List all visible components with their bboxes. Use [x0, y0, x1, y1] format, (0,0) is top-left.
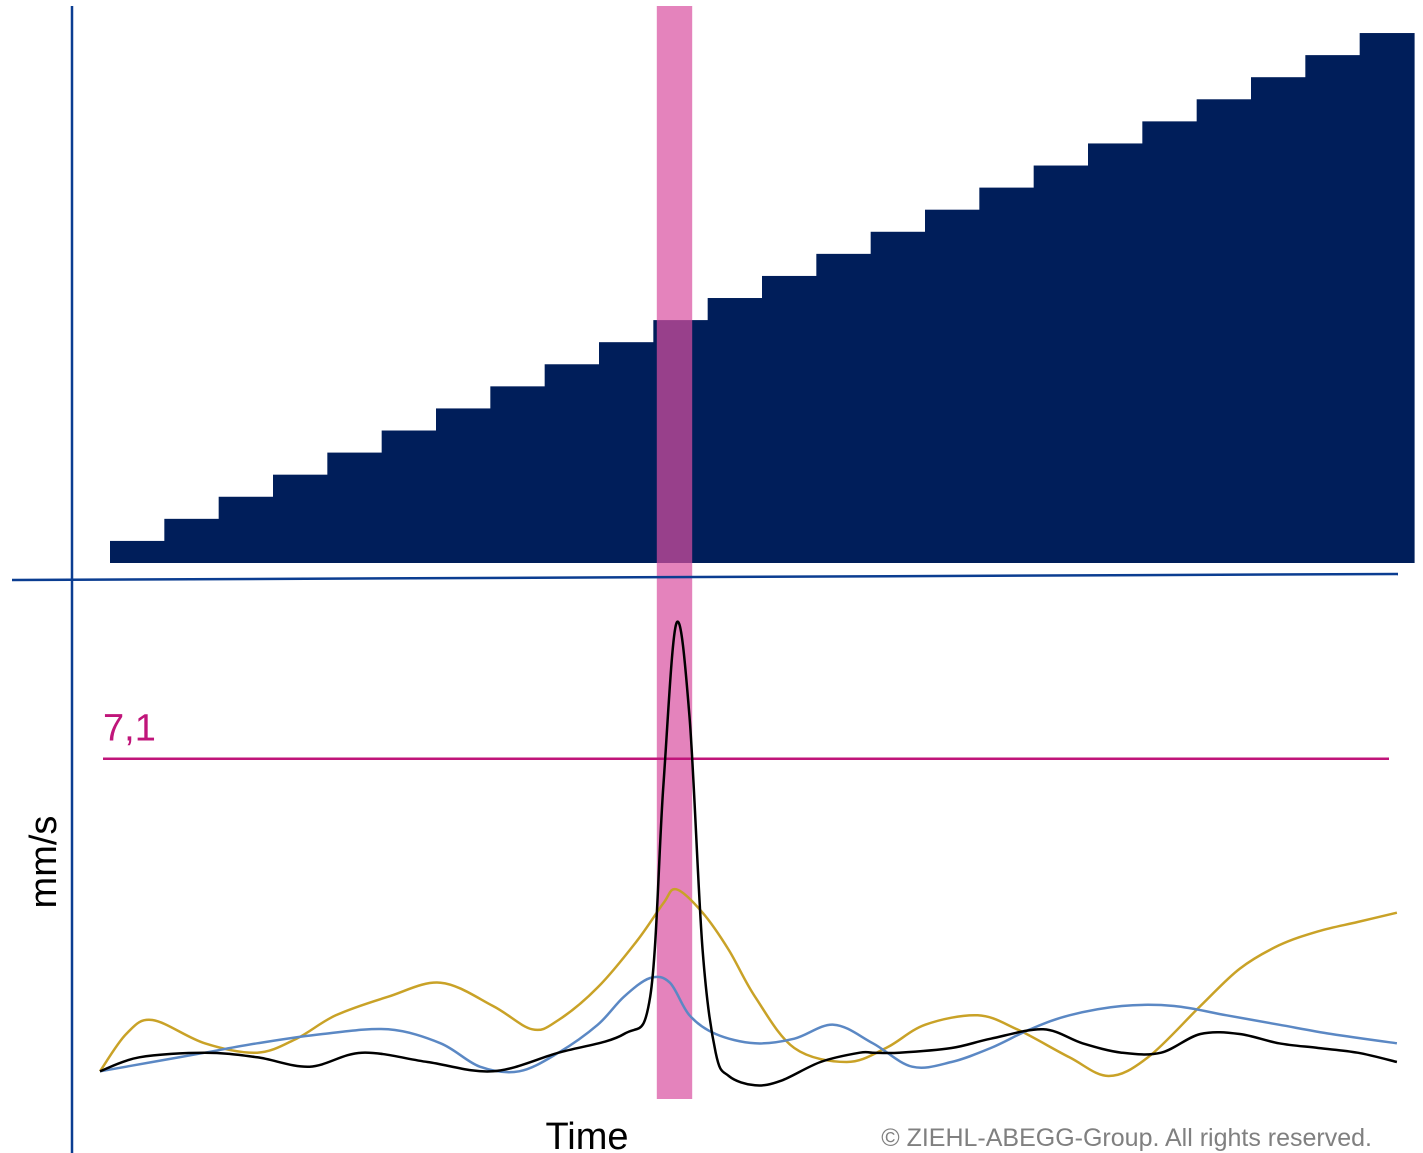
step-bar-12: [707, 298, 763, 563]
threshold-label: 7,1: [103, 708, 156, 750]
step-bar-6: [381, 430, 437, 563]
series-lines: [98, 620, 1398, 1087]
step-bar-4: [273, 474, 328, 563]
step-bar-13: [762, 275, 817, 563]
step-bar-2: [164, 518, 220, 563]
step-bar-18: [1033, 165, 1089, 563]
step-bar-1: [110, 540, 165, 563]
step-bar-15: [870, 231, 926, 563]
step-bar-9: [544, 364, 600, 563]
step-bar-24: [1359, 33, 1415, 564]
step-bar-19: [1088, 143, 1143, 563]
step-bar-7: [436, 408, 491, 563]
series-line-blue: [99, 975, 1398, 1074]
step-bar-23: [1305, 55, 1361, 564]
step-bar-17: [979, 187, 1035, 564]
step-bar-14: [816, 253, 872, 564]
highlight-band: [656, 6, 693, 1099]
series-line-gold: [98, 887, 1398, 1078]
step-bar-10: [599, 342, 654, 563]
y-axis-label: mm/s: [23, 816, 65, 909]
series-line-black: [99, 620, 1398, 1087]
step-bar-21: [1196, 99, 1252, 563]
x-axis: [11, 572, 1399, 582]
step-bar-20: [1142, 121, 1198, 564]
step-bar-16: [925, 209, 980, 563]
x-axis-label: Time: [545, 1116, 628, 1153]
step-bar-8: [490, 386, 546, 563]
step-bar-22: [1251, 77, 1306, 563]
step-bar-5: [327, 452, 383, 563]
copyright-text: © ZIEHL-ABEGG-Group. All rights reserved…: [881, 1124, 1372, 1152]
staircase-bars: [110, 33, 1415, 564]
step-bar-3: [218, 496, 274, 563]
